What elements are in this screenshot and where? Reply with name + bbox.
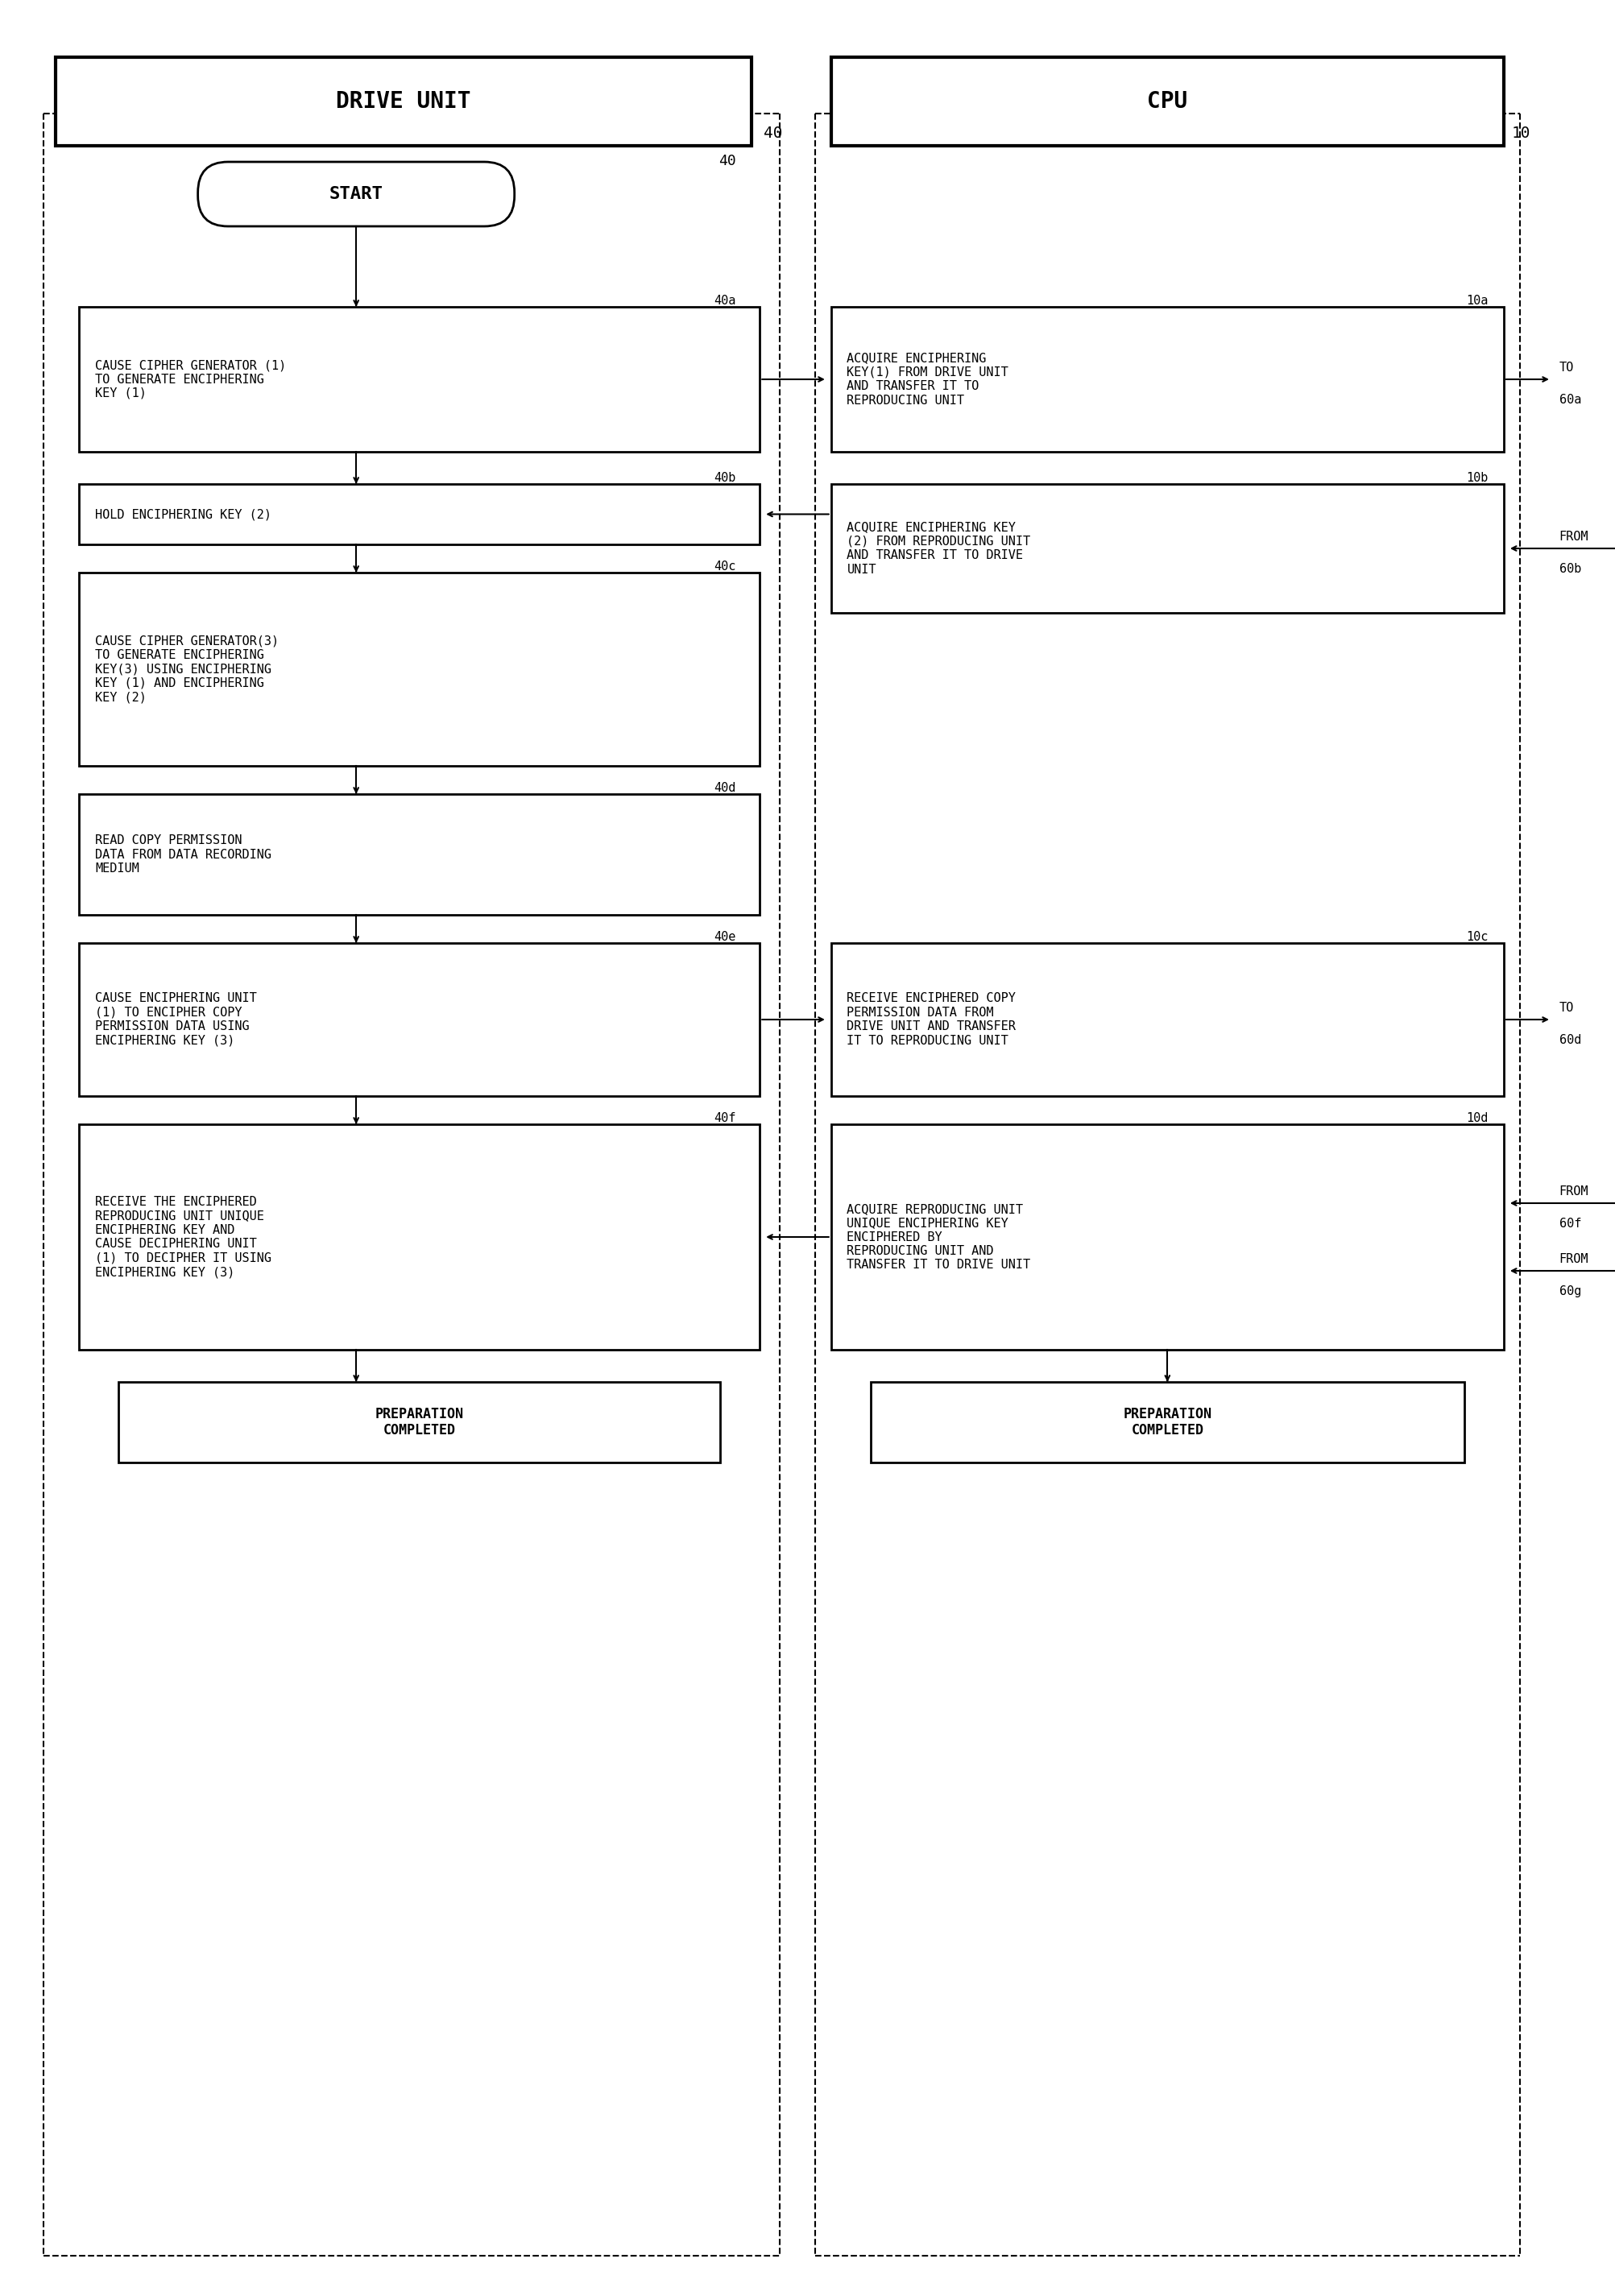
Text: ACQUIRE REPRODUCING UNIT
UNIQUE ENCIPHERING KEY
ENCIPHERED BY
REPRODUCING UNIT A: ACQUIRE REPRODUCING UNIT UNIQUE ENCIPHER…: [846, 1203, 1030, 1272]
Text: FROM: FROM: [1558, 530, 1589, 542]
Text: RECEIVE ENCIPHERED COPY
PERMISSION DATA FROM
DRIVE UNIT AND TRANSFER
IT TO REPRO: RECEIVE ENCIPHERED COPY PERMISSION DATA …: [846, 992, 1016, 1047]
FancyBboxPatch shape: [832, 484, 1504, 613]
FancyBboxPatch shape: [79, 484, 759, 544]
Text: 10b: 10b: [1466, 473, 1487, 484]
Text: 40a: 40a: [714, 294, 736, 308]
FancyBboxPatch shape: [832, 1125, 1504, 1350]
Text: FROM: FROM: [1558, 1185, 1589, 1196]
FancyBboxPatch shape: [832, 944, 1504, 1095]
FancyBboxPatch shape: [832, 57, 1504, 145]
Text: TO: TO: [1558, 1001, 1575, 1013]
FancyBboxPatch shape: [79, 794, 759, 914]
Text: HOLD ENCIPHERING KEY (2): HOLD ENCIPHERING KEY (2): [95, 507, 271, 521]
Text: RECEIVE THE ENCIPHERED
REPRODUCING UNIT UNIQUE
ENCIPHERING KEY AND
CAUSE DECIPHE: RECEIVE THE ENCIPHERED REPRODUCING UNIT …: [95, 1196, 271, 1279]
FancyBboxPatch shape: [79, 572, 759, 767]
Text: CPU: CPU: [1147, 90, 1187, 113]
Text: ACQUIRE ENCIPHERING
KEY(1) FROM DRIVE UNIT
AND TRANSFER IT TO
REPRODUCING UNIT: ACQUIRE ENCIPHERING KEY(1) FROM DRIVE UN…: [846, 351, 1009, 406]
Text: START: START: [329, 186, 383, 202]
Text: 10: 10: [1512, 126, 1531, 140]
Text: 60g: 60g: [1558, 1286, 1581, 1297]
FancyBboxPatch shape: [120, 1382, 720, 1463]
Text: DRIVE UNIT: DRIVE UNIT: [336, 90, 472, 113]
Text: ACQUIRE ENCIPHERING KEY
(2) FROM REPRODUCING UNIT
AND TRANSFER IT TO DRIVE
UNIT: ACQUIRE ENCIPHERING KEY (2) FROM REPRODU…: [846, 521, 1030, 576]
Text: 60b: 60b: [1558, 563, 1581, 574]
FancyBboxPatch shape: [870, 1382, 1465, 1463]
FancyBboxPatch shape: [79, 308, 759, 452]
Text: 40d: 40d: [714, 783, 736, 794]
Text: 60f: 60f: [1558, 1217, 1581, 1228]
Text: TO: TO: [1558, 360, 1575, 374]
Text: 10a: 10a: [1466, 294, 1487, 308]
Text: CAUSE CIPHER GENERATOR(3)
TO GENERATE ENCIPHERING
KEY(3) USING ENCIPHERING
KEY (: CAUSE CIPHER GENERATOR(3) TO GENERATE EN…: [95, 636, 279, 703]
Text: 40: 40: [719, 154, 736, 168]
Text: 40: 40: [764, 126, 783, 140]
Text: 40c: 40c: [714, 560, 736, 572]
FancyBboxPatch shape: [79, 1125, 759, 1350]
Text: 60a: 60a: [1558, 393, 1581, 406]
Text: CAUSE CIPHER GENERATOR (1)
TO GENERATE ENCIPHERING
KEY (1): CAUSE CIPHER GENERATOR (1) TO GENERATE E…: [95, 358, 286, 400]
Text: 40b: 40b: [714, 473, 736, 484]
FancyBboxPatch shape: [55, 57, 753, 145]
Text: 10d: 10d: [1466, 1111, 1487, 1125]
Text: 60d: 60d: [1558, 1033, 1581, 1045]
Text: PREPARATION
COMPLETED: PREPARATION COMPLETED: [375, 1407, 464, 1437]
FancyBboxPatch shape: [79, 944, 759, 1095]
Text: CAUSE ENCIPHERING UNIT
(1) TO ENCIPHER COPY
PERMISSION DATA USING
ENCIPHERING KE: CAUSE ENCIPHERING UNIT (1) TO ENCIPHER C…: [95, 992, 257, 1047]
FancyBboxPatch shape: [199, 163, 515, 227]
Text: READ COPY PERMISSION
DATA FROM DATA RECORDING
MEDIUM: READ COPY PERMISSION DATA FROM DATA RECO…: [95, 833, 271, 875]
Text: 40f: 40f: [714, 1111, 736, 1125]
FancyBboxPatch shape: [832, 308, 1504, 452]
Text: FROM: FROM: [1558, 1254, 1589, 1265]
Text: 40e: 40e: [714, 930, 736, 944]
Text: 10c: 10c: [1466, 930, 1487, 944]
Text: PREPARATION
COMPLETED: PREPARATION COMPLETED: [1122, 1407, 1211, 1437]
